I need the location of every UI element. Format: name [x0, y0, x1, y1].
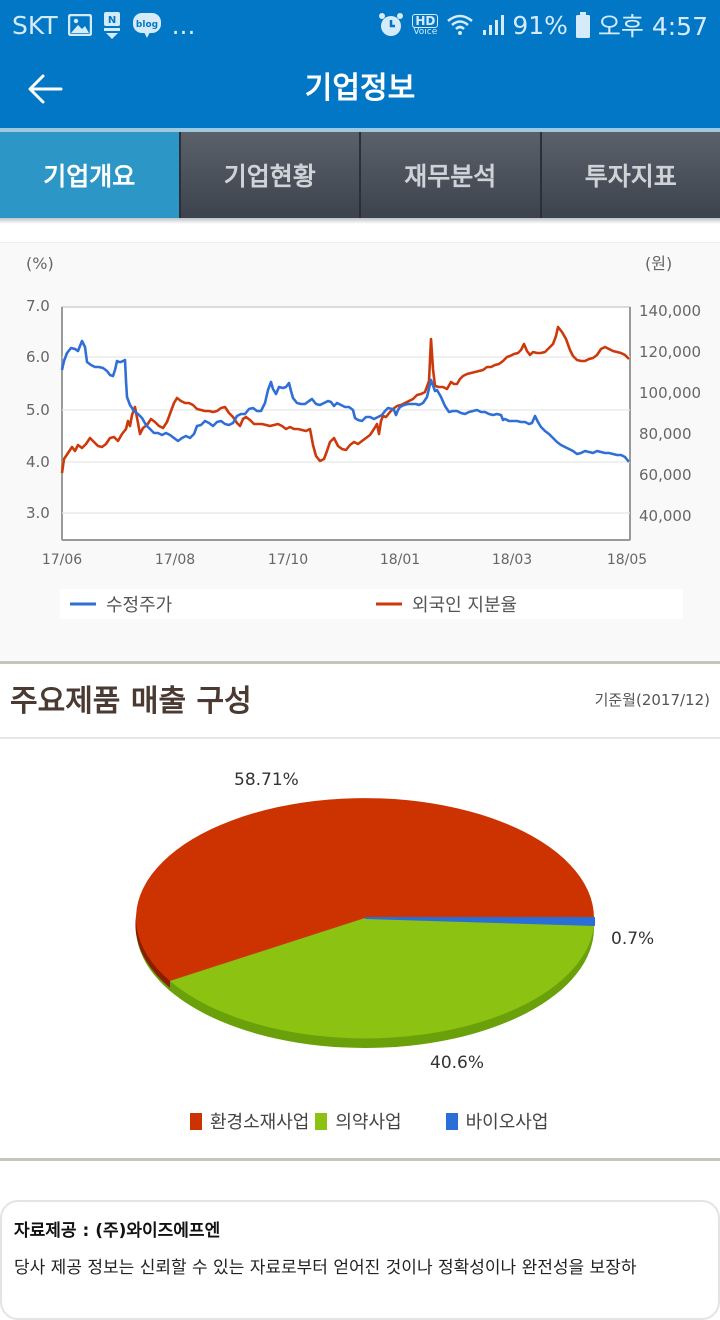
svg-text:17/08: 17/08 [155, 552, 195, 568]
svg-text:18/05: 18/05 [607, 552, 647, 568]
svg-text:100,000: 100,000 [639, 384, 701, 402]
disclaimer-text: 당사 제공 정보는 신뢰할 수 있는 자료로부터 얻어진 것이나 정확성이나 완… [14, 1253, 706, 1278]
tab-shadow [0, 218, 720, 224]
right-axis-ticks: 140,000 120,000 100,000 80,000 60,000 40… [639, 302, 701, 525]
tab-company-status[interactable]: 기업현황 [181, 132, 362, 218]
tab-financial-analysis[interactable]: 재무분석 [361, 132, 542, 218]
right-axis-unit: (원) [645, 254, 672, 273]
pie-chart-svg: 58.71% 40.6% 0.7% [0, 739, 720, 1159]
x-axis-ticks: 17/06 17/08 17/10 18/01 18/03 18/05 [42, 552, 647, 568]
svg-text:N: N [107, 15, 115, 26]
signal-icon [482, 14, 504, 36]
arrow-left-icon [27, 71, 63, 107]
svg-text:6.0: 6.0 [26, 348, 50, 366]
svg-text:140,000: 140,000 [639, 302, 701, 320]
legend-swatch-bio [446, 1113, 458, 1130]
legend-label-foreign: 외국인 지분율 [412, 595, 517, 616]
svg-text:40,000: 40,000 [639, 507, 692, 525]
svg-text:18/03: 18/03 [492, 552, 532, 568]
pie-label-pharma: 40.6% [430, 1053, 484, 1073]
legend-label-bio: 바이오사업 [466, 1108, 549, 1134]
alarm-icon [378, 12, 404, 38]
battery-percent: 91% [512, 11, 568, 40]
pie-legend: 환경소재사업 의약사업 바이오사업 [190, 1108, 548, 1134]
status-bar: SKT N blog ... HD Voice 91% 오후 4:57 [0, 0, 720, 50]
left-axis-unit: (%) [26, 254, 54, 273]
left-axis-ticks: 7.0 6.0 5.0 4.0 3.0 [26, 297, 50, 522]
voice-label: Voice [413, 28, 437, 37]
back-button[interactable] [22, 66, 68, 112]
legend-label-environment: 환경소재사업 [210, 1108, 309, 1134]
data-provider: 자료제공 : (주)와이즈에프엔 [14, 1216, 706, 1241]
tab-bar: 기업개요 기업현황 재무분석 투자지표 [0, 128, 720, 218]
svg-text:17/06: 17/06 [42, 552, 82, 568]
clock: 오후 4:57 [598, 7, 708, 43]
wifi-icon [446, 13, 474, 37]
base-month-label: 기준월(2017/12) [595, 689, 710, 710]
svg-text:80,000: 80,000 [639, 425, 692, 443]
pie-label-bio: 0.7% [611, 929, 654, 949]
svg-text:4.0: 4.0 [26, 453, 50, 471]
battery-icon [576, 12, 590, 38]
hd-voice-icon: HD Voice [412, 14, 438, 37]
legend-label-stock: 수정주가 [106, 595, 172, 616]
pie-label-environment: 58.71% [234, 770, 299, 790]
section-divider [0, 1158, 720, 1161]
svg-text:60,000: 60,000 [639, 466, 692, 484]
svg-text:7.0: 7.0 [26, 297, 50, 315]
product-sales-pie-chart: 58.71% 40.6% 0.7% 환경소재사업 의약사업 바이오사업 [0, 737, 720, 1157]
legend-swatch-pharma [315, 1113, 327, 1130]
hd-label: HD [412, 14, 438, 28]
svg-text:18/01: 18/01 [380, 552, 420, 568]
blog-icon: blog [132, 11, 162, 39]
svg-text:120,000: 120,000 [639, 343, 701, 361]
svg-text:17/10: 17/10 [268, 552, 308, 568]
stock-foreign-ownership-chart: (%) (원) 7.0 6.0 5.0 4.0 3.0 140,000 120,… [0, 242, 720, 662]
svg-text:3.0: 3.0 [26, 504, 50, 522]
data-source-disclaimer: 자료제공 : (주)와이즈에프엔 당사 제공 정보는 신뢰할 수 있는 자료로부… [0, 1200, 720, 1320]
tab-company-overview[interactable]: 기업개요 [0, 132, 181, 218]
legend-swatch-environment [190, 1113, 202, 1130]
section-divider [0, 661, 720, 664]
legend-label-pharma: 의약사업 [335, 1108, 401, 1134]
svg-text:blog: blog [136, 20, 158, 30]
page-title: 기업정보 [0, 50, 720, 128]
svg-text:5.0: 5.0 [26, 401, 50, 419]
section-title-product-sales: 주요제품 매출 구성 [10, 676, 252, 720]
naver-pen-icon: N [102, 11, 122, 39]
gallery-icon [68, 14, 92, 36]
app-bar: 기업정보 [0, 50, 720, 128]
more-notifications: ... [172, 11, 196, 40]
tab-investment-indicators[interactable]: 투자지표 [542, 132, 720, 218]
carrier-label: SKT [12, 11, 58, 40]
line-chart-svg: (%) (원) 7.0 6.0 5.0 4.0 3.0 140,000 120,… [0, 243, 720, 663]
